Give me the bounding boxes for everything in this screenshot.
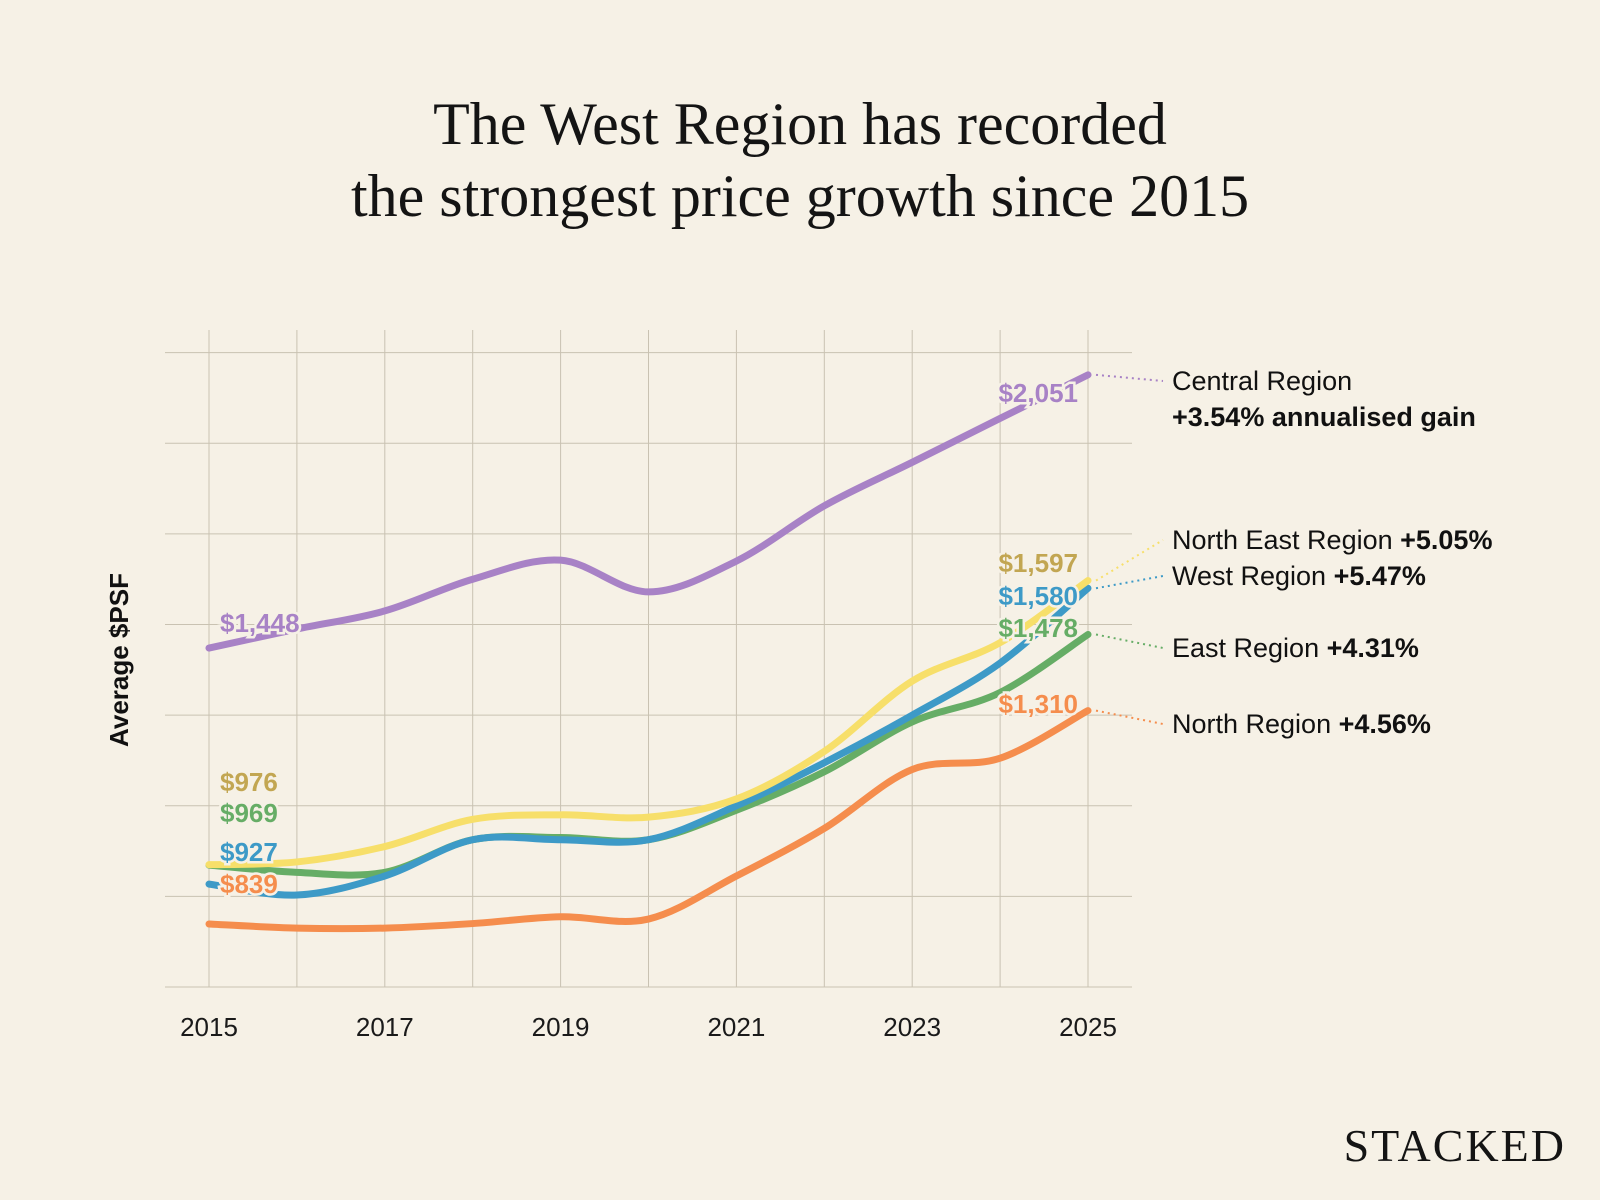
brand-logo: STACKED [1343,1120,1566,1171]
legend-growth: +4.56% [1331,709,1431,739]
start-value-label: $1,448 [220,608,300,638]
legend-series-name: East Region [1172,633,1319,663]
end-value-label: $1,478 [998,613,1078,643]
legend-leader-line [1095,373,1164,382]
legend-entry: North East Region +5.05% [1172,525,1492,555]
x-tick-label: 2017 [356,1012,414,1042]
start-value-label: $969 [220,798,278,828]
end-value-label: $1,597 [998,548,1078,578]
legend-leader-line [1095,539,1164,582]
legend-growth: +4.31% [1319,633,1419,663]
series-line-central-region [205,371,1092,652]
start-value-label: $976 [220,767,278,797]
data-labels: $1,448 $2,051 $976 $1,597 $927 $1,580 $969 $1,4… [218,376,1081,902]
x-axis-ticks: 2015 2017 2019 2021 2023 2025 [180,1012,1117,1042]
legend-series-name: North Region [1172,709,1331,739]
legend-entry: North Region +4.56% [1172,709,1431,739]
grid [165,330,1132,988]
series-line-north-east-region [205,577,1092,869]
legend-growth: +3.54% annualised gain [1172,402,1476,432]
y-axis-label-group: Average $PSF [104,573,134,747]
legend-leader-line [1095,709,1164,725]
legend-growth: +5.47% [1326,561,1426,591]
series-line-west-region [205,584,1092,899]
legend-series-name: Central Region [1172,366,1352,396]
x-tick-label: 2021 [707,1012,765,1042]
legend-entry: West Region +5.47% [1172,561,1426,591]
start-value-label: $927 [220,837,278,867]
start-value-label: $839 [220,869,278,899]
end-value-label: $2,051 [998,378,1078,408]
chart-title: The West Region has recorded the stronge… [0,88,1600,232]
legend-leader-line [1095,633,1164,649]
title-line-1: The West Region has recorded [433,91,1167,157]
series-lines [205,371,1092,933]
end-value-label: $1,580 [998,581,1078,611]
legend-leader-line [1095,575,1164,590]
y-axis-label: Average $PSF [104,573,134,747]
legend-series-name: West Region [1172,561,1326,591]
legend-series-name: North East Region [1172,525,1393,555]
x-tick-label: 2023 [883,1012,941,1042]
legend-growth: +5.05% [1393,525,1493,555]
legend-entry: East Region +4.31% [1172,633,1419,663]
x-tick-label: 2025 [1059,1012,1117,1042]
x-tick-label: 2015 [180,1012,238,1042]
end-value-label: $1,310 [998,689,1078,719]
x-tick-label: 2019 [532,1012,590,1042]
legend-entry: Central Region +3.54% annualised gain [1172,366,1476,432]
legend: Central Region +3.54% annualised gain Nort… [1095,366,1492,739]
series-line-north-region [205,707,1092,933]
title-line-2: the strongest price growth since 2015 [350,163,1250,229]
